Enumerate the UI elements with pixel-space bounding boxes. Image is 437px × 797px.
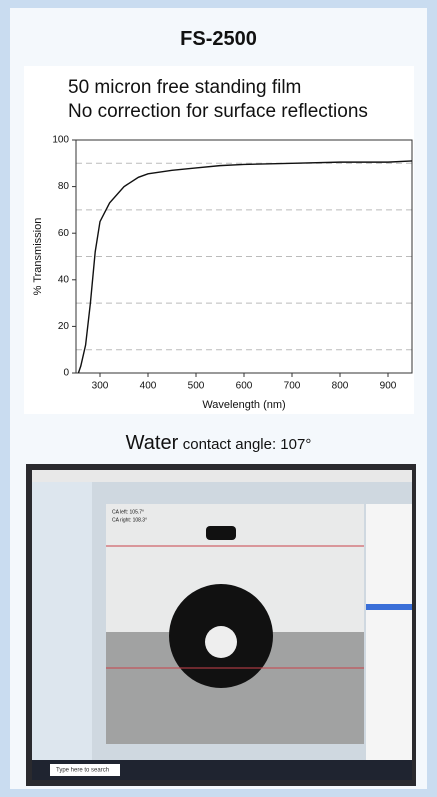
chart-subtitle: No correction for surface reflections — [68, 101, 368, 122]
x-tick-label: 400 — [140, 381, 157, 392]
caption-main: Water — [126, 432, 179, 454]
transmission-line — [78, 161, 412, 373]
photo: CA left: 105.7° CA right: 108.3° Type he… — [26, 464, 416, 786]
slide-title: FS-2500 — [10, 28, 427, 51]
droplet-highlight — [205, 626, 237, 658]
chart-title: 50 micron free standing film — [68, 77, 301, 98]
selected-row — [366, 604, 412, 610]
ca-right: CA right: 108.3° — [112, 517, 147, 523]
y-axis-label: % Transmission — [32, 218, 44, 296]
results-panel — [366, 504, 412, 760]
side-panel — [32, 482, 92, 760]
window-bar — [32, 470, 412, 482]
y-tick-label: 80 — [58, 181, 70, 192]
search-text: Type here to search — [56, 768, 109, 774]
caption: Water contact angle: 107° — [10, 432, 427, 455]
chart-box: 50 micron free standing film No correcti… — [24, 66, 414, 414]
chart: 50 micron free standing film No correcti… — [24, 66, 414, 414]
y-tick-label: 20 — [58, 321, 70, 332]
x-tick-label: 500 — [188, 381, 205, 392]
y-tick-label: 60 — [58, 228, 70, 239]
page: FS-2500 50 micron free standing film No … — [0, 0, 437, 797]
caption-detail: contact angle: 107° — [183, 436, 312, 453]
x-tick-label: 600 — [236, 381, 253, 392]
y-tick-label: 0 — [63, 368, 69, 379]
x-tick-label: 800 — [332, 381, 349, 392]
y-tick-label: 100 — [52, 135, 69, 146]
x-tick-label: 900 — [380, 381, 397, 392]
needle — [206, 526, 236, 540]
x-tick-label: 700 — [284, 381, 301, 392]
slide: FS-2500 50 micron free standing film No … — [10, 8, 427, 789]
x-tick-label: 300 — [92, 381, 109, 392]
x-axis-label: Wavelength (nm) — [202, 399, 285, 411]
y-tick-label: 40 — [58, 274, 70, 285]
ca-left: CA left: 105.7° — [112, 509, 144, 515]
